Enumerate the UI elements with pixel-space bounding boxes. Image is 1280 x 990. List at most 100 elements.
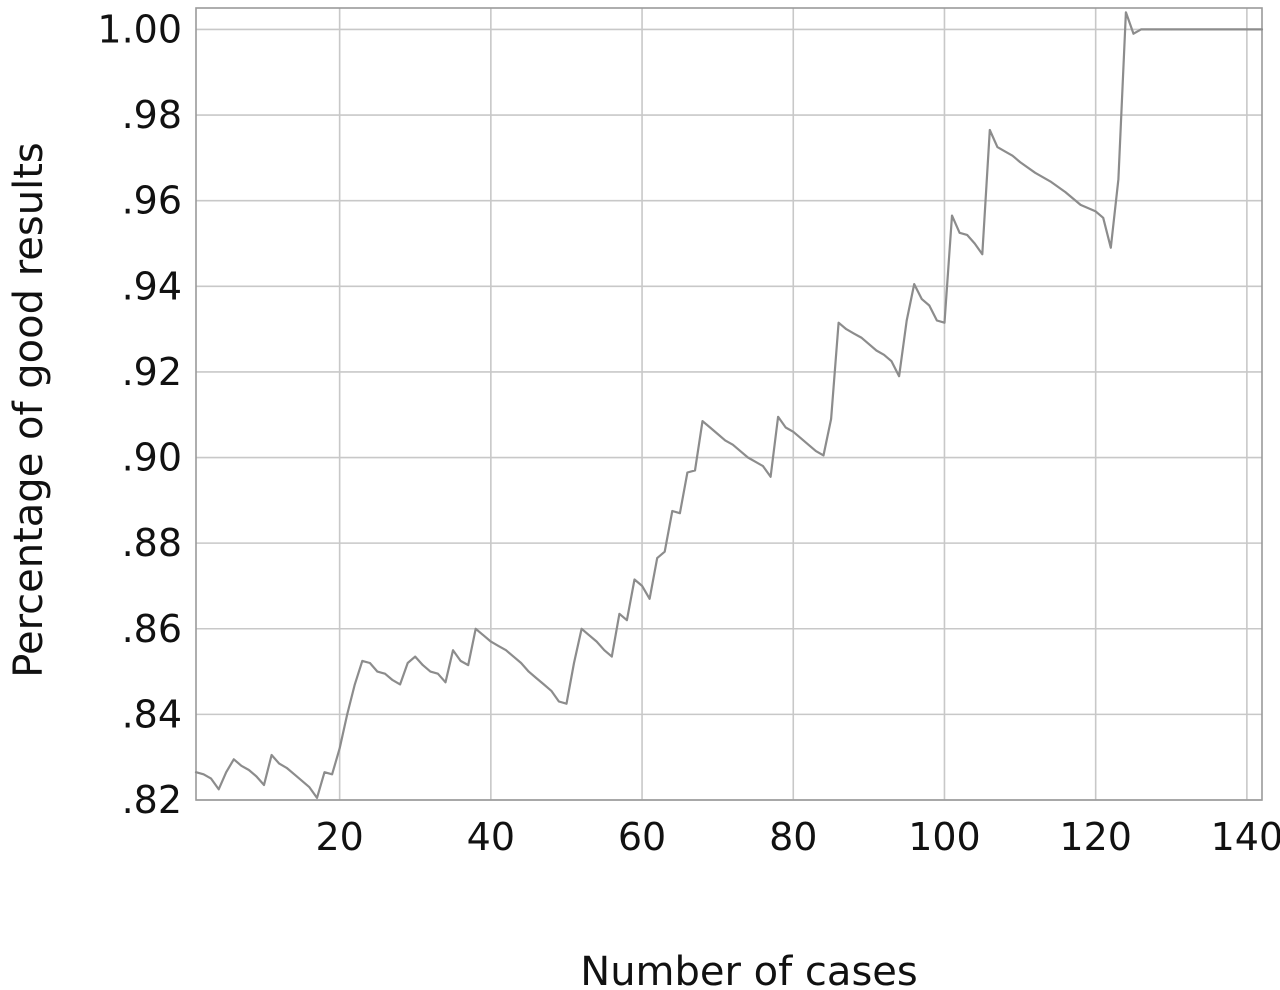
data-point bbox=[784, 426, 787, 429]
data-point bbox=[928, 304, 931, 307]
data-point bbox=[437, 672, 439, 675]
data-point bbox=[754, 461, 757, 463]
data-point bbox=[452, 649, 454, 651]
data-point bbox=[1208, 28, 1210, 31]
data-point bbox=[1094, 210, 1097, 213]
data-point bbox=[913, 283, 915, 285]
data-point bbox=[535, 677, 537, 679]
data-point bbox=[1019, 161, 1021, 163]
data-point bbox=[595, 640, 598, 643]
data-point bbox=[482, 634, 485, 636]
data-point bbox=[331, 773, 333, 776]
data-point bbox=[573, 662, 575, 664]
x-tick-label: 80 bbox=[769, 815, 817, 859]
data-point bbox=[285, 767, 288, 769]
data-point bbox=[210, 777, 212, 780]
data-point bbox=[1079, 204, 1082, 206]
data-point bbox=[792, 431, 795, 433]
data-point bbox=[716, 433, 719, 435]
data-point bbox=[1117, 178, 1120, 180]
data-point bbox=[1034, 172, 1036, 174]
data-point bbox=[1147, 28, 1150, 31]
data-point bbox=[800, 437, 802, 440]
data-point bbox=[512, 655, 515, 658]
data-point bbox=[648, 598, 651, 600]
data-point bbox=[860, 336, 863, 339]
data-point bbox=[973, 242, 976, 245]
y-tick-label: .84 bbox=[122, 692, 182, 736]
data-point bbox=[852, 332, 855, 335]
data-point bbox=[263, 784, 265, 786]
data-point bbox=[323, 771, 326, 773]
data-point bbox=[467, 664, 470, 666]
data-point bbox=[195, 771, 197, 773]
data-point bbox=[384, 672, 386, 675]
x-tick-label: 60 bbox=[618, 815, 666, 859]
data-point bbox=[1246, 28, 1248, 31]
y-axis-title: Percentage of good results bbox=[6, 142, 52, 677]
grid-lines bbox=[196, 8, 1262, 801]
data-point bbox=[1110, 246, 1112, 249]
data-point bbox=[422, 664, 424, 666]
x-axis-title: Number of cases bbox=[580, 949, 917, 990]
data-point bbox=[966, 234, 968, 236]
data-point bbox=[807, 443, 810, 446]
x-tick-label: 120 bbox=[1059, 815, 1132, 859]
data-point bbox=[686, 471, 689, 474]
data-point bbox=[656, 557, 658, 559]
data-point bbox=[278, 762, 281, 765]
data-point bbox=[747, 456, 749, 459]
data-point bbox=[943, 321, 946, 324]
x-tick-label: 40 bbox=[467, 815, 515, 859]
y-tick-label: .86 bbox=[122, 607, 182, 651]
data-point bbox=[641, 585, 643, 587]
data-point bbox=[565, 702, 568, 705]
data-point bbox=[233, 758, 235, 761]
data-point bbox=[270, 754, 273, 756]
data-point bbox=[830, 418, 832, 420]
data-point bbox=[936, 319, 938, 322]
data-points bbox=[195, 11, 1263, 799]
data-point bbox=[958, 232, 961, 234]
data-point bbox=[981, 253, 984, 255]
y-tick-label: 1.00 bbox=[97, 7, 182, 51]
data-point bbox=[588, 634, 590, 636]
data-point bbox=[822, 454, 825, 457]
data-point bbox=[301, 779, 303, 782]
data-point bbox=[1140, 28, 1142, 31]
y-tick-label: .82 bbox=[122, 778, 182, 822]
data-point bbox=[1261, 28, 1263, 31]
data-point bbox=[490, 640, 492, 643]
x-tick-label: 100 bbox=[908, 815, 981, 859]
x-axis-tick-labels: 20 40 60 80 100 120 140 bbox=[315, 815, 1280, 859]
data-point bbox=[1004, 150, 1006, 153]
data-point bbox=[845, 328, 847, 330]
x-tick-label: 140 bbox=[1211, 815, 1280, 859]
data-point bbox=[611, 655, 613, 658]
y-tick-label: .88 bbox=[122, 521, 182, 565]
data-point bbox=[815, 450, 817, 452]
data-point bbox=[989, 129, 991, 131]
y-tick-label: .96 bbox=[122, 179, 182, 223]
y-tick-label: .92 bbox=[122, 350, 182, 394]
data-point bbox=[293, 773, 296, 776]
data-point bbox=[248, 769, 250, 771]
data-point bbox=[316, 797, 318, 799]
data-point bbox=[308, 786, 311, 788]
data-point bbox=[1155, 28, 1157, 31]
data-point bbox=[1049, 180, 1052, 183]
data-point bbox=[354, 683, 356, 686]
data-point bbox=[626, 619, 628, 621]
y-axis-tick-labels: .82 .84 .86 .88 .90 .92 .94 .96 .98 1.00 bbox=[97, 7, 182, 822]
data-point bbox=[1132, 32, 1135, 35]
plot-frame bbox=[195, 7, 1263, 801]
data-point bbox=[527, 670, 530, 673]
data-point bbox=[1170, 28, 1173, 31]
data-point bbox=[739, 450, 742, 452]
data-point bbox=[875, 349, 878, 352]
data-point bbox=[399, 683, 401, 686]
data-point bbox=[724, 439, 726, 442]
data-point bbox=[1102, 217, 1104, 219]
data-point bbox=[240, 765, 243, 767]
